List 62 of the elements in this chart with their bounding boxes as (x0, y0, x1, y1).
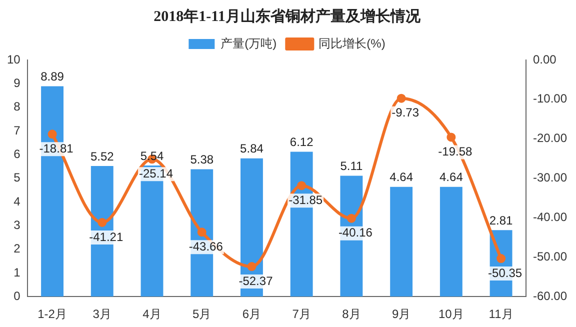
point (247, 262, 256, 272)
point (496, 254, 506, 264)
bar (440, 186, 462, 297)
y-tick-label: 6 (14, 146, 21, 161)
data-label: -9.73 (392, 106, 420, 120)
point (48, 130, 57, 139)
x-tick-label: 6月 (242, 307, 262, 322)
y-tick-label: 1 (14, 265, 21, 280)
y2-tick-label: -30.00 (532, 170, 568, 185)
y2-tick-label: -50.00 (532, 249, 568, 264)
data-label: -31.85 (288, 192, 323, 207)
chart-title: 2018年1-11月山东省铜材产量及增长情况 (154, 6, 422, 25)
y2-tick-label: -20.00 (532, 131, 568, 146)
x-tick-label: 9月 (392, 307, 411, 322)
data-label: 5.11 (340, 159, 364, 174)
x-tick-label: 8月 (342, 307, 361, 322)
y-tick-label: 2 (14, 242, 21, 256)
x-tick-label: 3月 (92, 307, 112, 322)
data-label: 5.52 (90, 149, 114, 164)
x-tick-label: 7月 (292, 307, 311, 322)
x-tick-label: 4月 (142, 307, 162, 322)
x-tick-label: 5月 (192, 307, 212, 322)
point (197, 228, 206, 237)
data-label: 8.89 (40, 70, 64, 84)
legend-label: 同比增长(%) (318, 36, 386, 50)
y-tick-label: 7 (14, 123, 21, 138)
point (98, 218, 107, 228)
data-label: -25.14 (138, 166, 174, 180)
data-label: -52.37 (238, 274, 274, 288)
y-tick-label: 8 (14, 100, 21, 114)
data-label: 2.81 (489, 213, 514, 228)
data-label: 4.64 (440, 170, 464, 184)
y2-tick-label: -10.00 (532, 92, 568, 106)
data-label: 5.54 (140, 148, 164, 163)
data-label: 6.12 (290, 135, 314, 150)
legend-label: 产量(万吨) (220, 36, 277, 50)
data-label: -43.66 (188, 239, 224, 254)
y-tick-label: 5 (14, 170, 21, 185)
point (346, 214, 356, 223)
data-label: -18.81 (39, 141, 74, 156)
point (446, 132, 456, 142)
y-tick-label: 10 (6, 52, 21, 66)
data-label: -19.58 (438, 144, 473, 159)
y-tick-label: 4 (14, 194, 21, 208)
x-tick-label: 11月 (488, 307, 514, 322)
y2-tick-label: 0.00 (532, 52, 557, 66)
point (396, 94, 406, 103)
y2-tick-label: -40.00 (532, 210, 568, 224)
point (297, 181, 306, 190)
data-label: 5.38 (190, 152, 214, 167)
y-tick-label: 3 (14, 218, 21, 232)
bar (390, 186, 413, 297)
y-tick-label: 9 (14, 76, 21, 90)
x-tick-label: 10月 (438, 307, 464, 322)
y2-tick-label: -60.00 (532, 288, 568, 303)
data-label: -50.35 (488, 266, 522, 280)
data-label: -41.21 (89, 230, 124, 244)
y-tick-label: 0 (14, 288, 21, 303)
data-label: 5.84 (240, 142, 264, 156)
data-label: -40.16 (338, 226, 373, 240)
data-label: 4.64 (390, 170, 414, 184)
x-tick-label: 1-2月 (38, 307, 67, 322)
